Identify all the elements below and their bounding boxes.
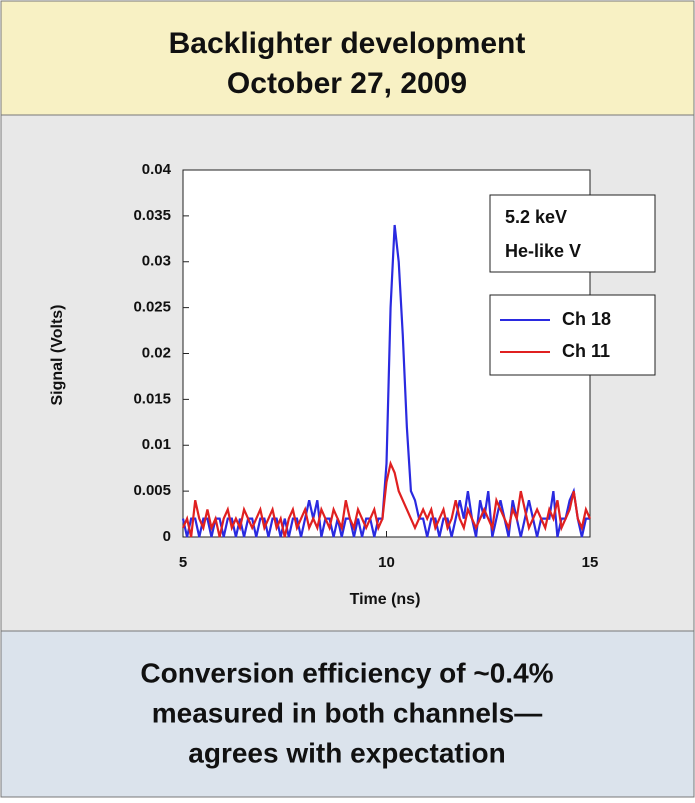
legend-box: [489, 294, 656, 376]
x-tick-label: 5: [179, 554, 187, 571]
legend-label: Ch 11: [562, 341, 610, 361]
data-line: [181, 224, 590, 538]
y-tick-label: 0.03: [142, 253, 171, 270]
y-tick-label: 0.025: [133, 299, 171, 316]
footer-text: Conversion efficiency of ~0.4%: [140, 657, 553, 688]
y-tick-label: 0.035: [133, 207, 171, 224]
footer-panel: [0, 630, 695, 798]
annotation: 5.2 keV: [505, 207, 567, 227]
header-panel: [0, 0, 695, 116]
y-tick-label: 0: [163, 528, 171, 545]
footer-text: agrees with expectation: [188, 737, 505, 768]
y-tick-label: 0.01: [142, 436, 171, 453]
annotation-box: [489, 194, 656, 273]
y-tick-label: 0.02: [142, 344, 171, 361]
x-tick-label: 15: [582, 554, 599, 571]
y-axis-label: Signal (Volts): [49, 304, 66, 405]
y-tick-label: 0.005: [133, 482, 171, 499]
data-line: [181, 460, 592, 538]
footer-text: measured in both channels—: [152, 697, 543, 728]
chart-title: Backlighter development: [169, 27, 526, 60]
y-tick-label: 0.015: [133, 390, 171, 407]
annotation: He-like V: [505, 241, 581, 261]
legend-label: Ch 18: [562, 309, 611, 329]
y-tick-label: 0.04: [142, 161, 172, 178]
x-axis-label: Time (ns): [350, 591, 421, 608]
chart-subtitle: October 27, 2009: [227, 67, 467, 100]
x-tick-label: 10: [378, 554, 395, 571]
